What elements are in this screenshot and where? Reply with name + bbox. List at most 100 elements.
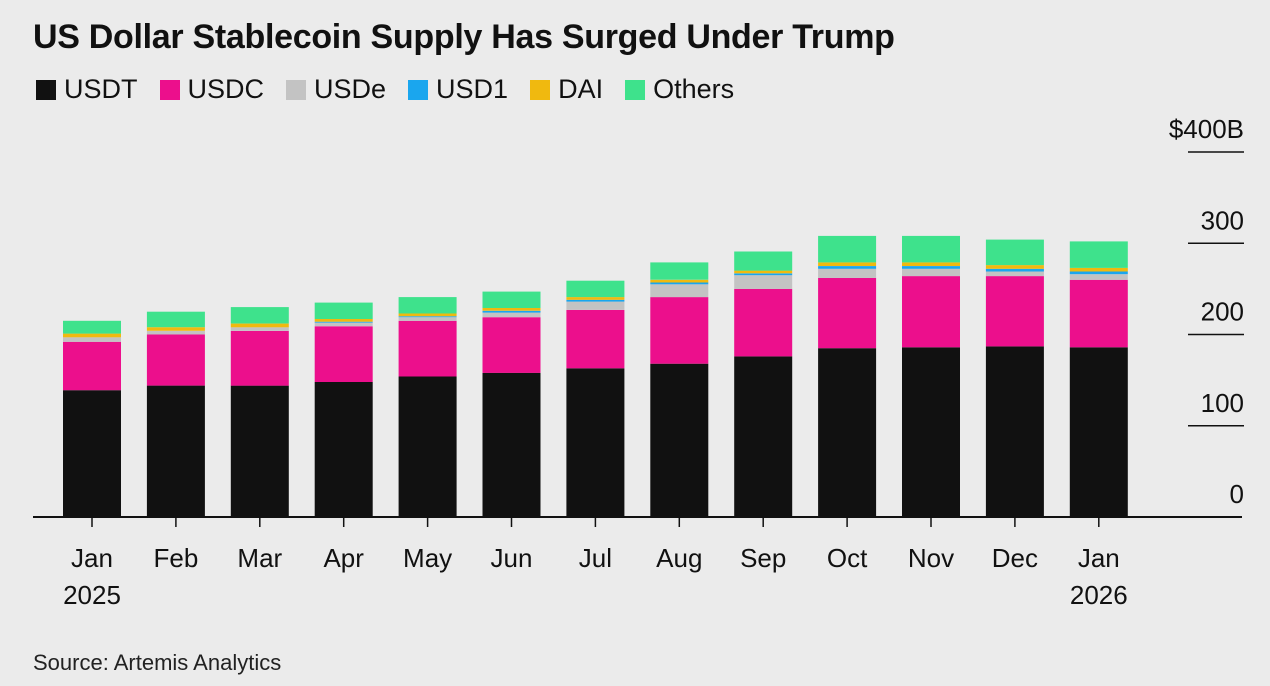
legend-swatch: [530, 79, 551, 100]
bar-segment-usde: [1069, 274, 1128, 280]
x-tick-label: Aug: [656, 543, 702, 573]
bar-segment-dai: [902, 262, 960, 266]
bar-segment-usde: [650, 284, 709, 298]
bar-segment-others: [734, 251, 793, 271]
bar-segment-dai: [398, 313, 457, 317]
x-tick-label: May: [403, 543, 452, 573]
bar-segment-usde: [902, 268, 960, 277]
bar-segment-others: [398, 297, 457, 314]
legend-swatch: [625, 79, 646, 100]
y-tick-label: 200: [1201, 297, 1244, 327]
bar-segment-others: [1069, 241, 1128, 268]
bar-segment-usdc: [482, 317, 541, 373]
bar-segment-others: [482, 291, 541, 308]
chart-legend: USDT USDC USDe USD1 DAI Others: [36, 74, 734, 105]
x-tick-label: Jul: [579, 543, 612, 573]
bar-segment-dai: [566, 297, 625, 300]
bar-segment-dai: [482, 308, 541, 311]
bar-segment-usde: [314, 322, 373, 327]
legend-label: USDT: [64, 74, 138, 104]
x-tick-label: Nov: [908, 543, 954, 573]
bar-segment-usd1: [650, 282, 709, 285]
bar-segment-usd1: [818, 266, 877, 269]
x-tick-label: Jan: [71, 543, 113, 573]
bar-segment-usde: [734, 275, 793, 289]
legend-item-usdt: USDT: [36, 74, 138, 105]
bar-segment-usdc: [398, 320, 457, 377]
bar-segment-dai: [146, 327, 205, 331]
bar-segment-usdt: [314, 382, 373, 517]
legend-swatch: [159, 79, 180, 100]
bar-segment-usdc: [902, 276, 960, 348]
bar-segment-usdt: [1069, 347, 1128, 517]
bar-segment-usde: [63, 337, 121, 342]
bar-segment-usde: [985, 271, 1044, 277]
bar-segment-usdc: [314, 326, 373, 382]
bar-segment-usd1: [902, 266, 960, 269]
source-note: Source: Artemis Analytics: [33, 650, 282, 675]
bar-segment-usdc: [230, 330, 289, 386]
chart-title: US Dollar Stablecoin Supply Has Surged U…: [33, 18, 895, 56]
legend-label: USD1: [436, 74, 509, 104]
bar-segment-usdc: [818, 277, 877, 349]
bar-segment-usd1: [734, 273, 793, 276]
bar-segment-dai: [818, 262, 877, 266]
bar-segment-usdt: [146, 385, 205, 517]
x-tick-label: Jun: [491, 543, 533, 573]
x-tick-label: Feb: [153, 543, 198, 573]
bar-segment-others: [63, 320, 121, 334]
bar-segment-usdt: [902, 347, 960, 517]
bar-segment-usdt: [985, 346, 1044, 517]
bar-segment-usde: [146, 330, 205, 335]
bar-segment-usd1: [398, 316, 457, 318]
bar-segment-usd1: [1069, 271, 1128, 275]
bar-segment-usdt: [818, 348, 877, 517]
y-tick-label: $400B: [1169, 114, 1244, 144]
x-tick-label: 2026: [1070, 580, 1128, 610]
bar-segment-usdc: [734, 288, 793, 357]
y-tick-label: 100: [1201, 388, 1244, 418]
legend-label: Others: [653, 74, 735, 104]
bar-segment-dai: [734, 270, 793, 274]
bar-segment-usdc: [985, 276, 1044, 347]
legend-item-others: Others: [625, 74, 734, 105]
bar-segment-usd1: [985, 268, 1044, 272]
legend-item-dai: DAI: [530, 74, 603, 105]
bar-segment-usde: [230, 327, 289, 331]
bar-segment-usdc: [63, 341, 121, 391]
legend-item-usde: USDe: [286, 74, 386, 105]
bar-segment-usdc: [1069, 279, 1128, 348]
bar-segment-others: [818, 235, 877, 263]
x-tick-label: 2025: [63, 580, 121, 610]
bar-segment-dai: [63, 333, 121, 338]
bar-segment-others: [314, 302, 373, 319]
x-tick-label: Dec: [992, 543, 1038, 573]
bar-segment-dai: [650, 279, 709, 283]
bar-segment-usde: [398, 317, 457, 321]
x-tick-label: Jan: [1078, 543, 1120, 573]
y-tick-label: 300: [1201, 205, 1244, 235]
bar-segment-others: [985, 239, 1044, 266]
bar-segment-usdt: [63, 390, 121, 517]
bar-segment-others: [230, 307, 289, 324]
bar-segment-dai: [230, 323, 289, 328]
bar-segment-usdt: [566, 368, 625, 517]
x-tick-label: Mar: [237, 543, 282, 573]
y-tick-label: 0: [1230, 479, 1244, 509]
bar-segment-usdt: [230, 385, 289, 517]
bar-segment-usdt: [734, 356, 793, 517]
bar-segment-usde: [818, 268, 877, 278]
legend-swatch: [36, 79, 56, 100]
bar-segment-usdt: [650, 363, 709, 517]
legend-swatch: [286, 79, 307, 100]
bar-segment-dai: [985, 265, 1044, 269]
bar-segment-usdt: [398, 376, 457, 517]
bar-segment-others: [566, 280, 625, 298]
legend-label: DAI: [558, 74, 604, 104]
bar-segment-others: [650, 262, 709, 280]
legend-item-usd1: USD1: [408, 74, 508, 105]
legend-swatch: [408, 79, 429, 100]
x-tick-label: Apr: [323, 543, 364, 573]
bar-segment-others: [902, 235, 960, 263]
